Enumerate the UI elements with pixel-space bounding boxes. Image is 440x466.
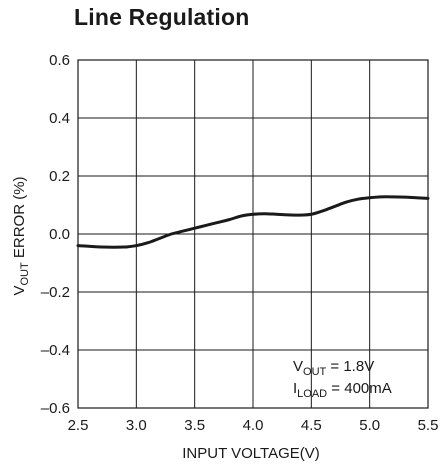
y-tick-label: 0.2	[49, 168, 70, 185]
x-tick-label: 4.5	[301, 417, 322, 434]
x-tick-label: 2.5	[68, 417, 89, 434]
x-tick-labels: 2.5 3.0 3.5 4.0 4.5 5.0 5.5	[68, 417, 439, 434]
y-tick-label: –0.2	[41, 284, 70, 301]
vout-annotation: VOUT = 1.8V	[293, 358, 374, 378]
plot-frame	[77, 59, 429, 409]
chart-title: Line Regulation	[74, 4, 250, 30]
y-tick-label: 0.6	[49, 52, 70, 69]
y-tick-label: –0.6	[41, 400, 70, 417]
x-tick-label: 5.5	[418, 417, 439, 434]
x-axis-label: INPUT VOLTAGE(V)	[182, 445, 320, 462]
y-tick-label: 0.0	[49, 226, 70, 243]
x-tick-label: 5.0	[359, 417, 380, 434]
y-axis-label: VOUT ERROR (%)	[11, 176, 31, 295]
x-tick-label: 3.5	[184, 417, 205, 434]
x-tick-label: 4.0	[243, 417, 264, 434]
y-tick-label: 0.4	[49, 110, 70, 127]
grid	[77, 59, 429, 409]
y-tick-labels: 0.6 0.4 0.2 0.0 –0.2 –0.4 –0.6	[41, 52, 70, 417]
y-tick-label: –0.4	[41, 342, 70, 359]
x-tick-label: 3.0	[126, 417, 147, 434]
iload-annotation: ILOAD = 400mA	[293, 380, 392, 400]
series-line	[76, 195, 430, 249]
